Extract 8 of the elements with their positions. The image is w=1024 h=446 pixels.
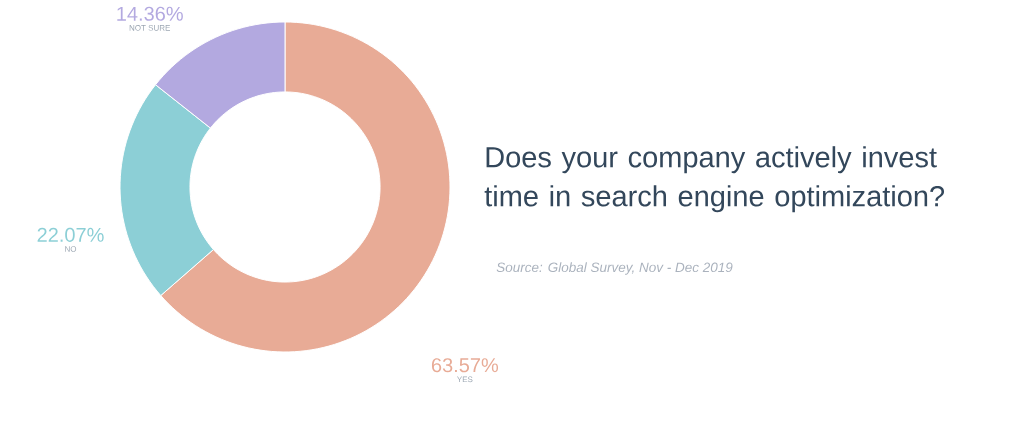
data-label: 14.36% (117, 6, 183, 21)
data-label: 63.57% (431, 358, 499, 373)
text: Does your company actively invest time in search engine optimization? (484, 146, 945, 213)
data-label: 22.07% (37, 227, 104, 242)
source-note: Source: Global Survey, Nov - Dec 2019 (496, 262, 733, 275)
slice-label: NO (65, 246, 77, 252)
slice-label: NOT SURE (129, 25, 171, 31)
slice-label: YES (457, 376, 473, 383)
